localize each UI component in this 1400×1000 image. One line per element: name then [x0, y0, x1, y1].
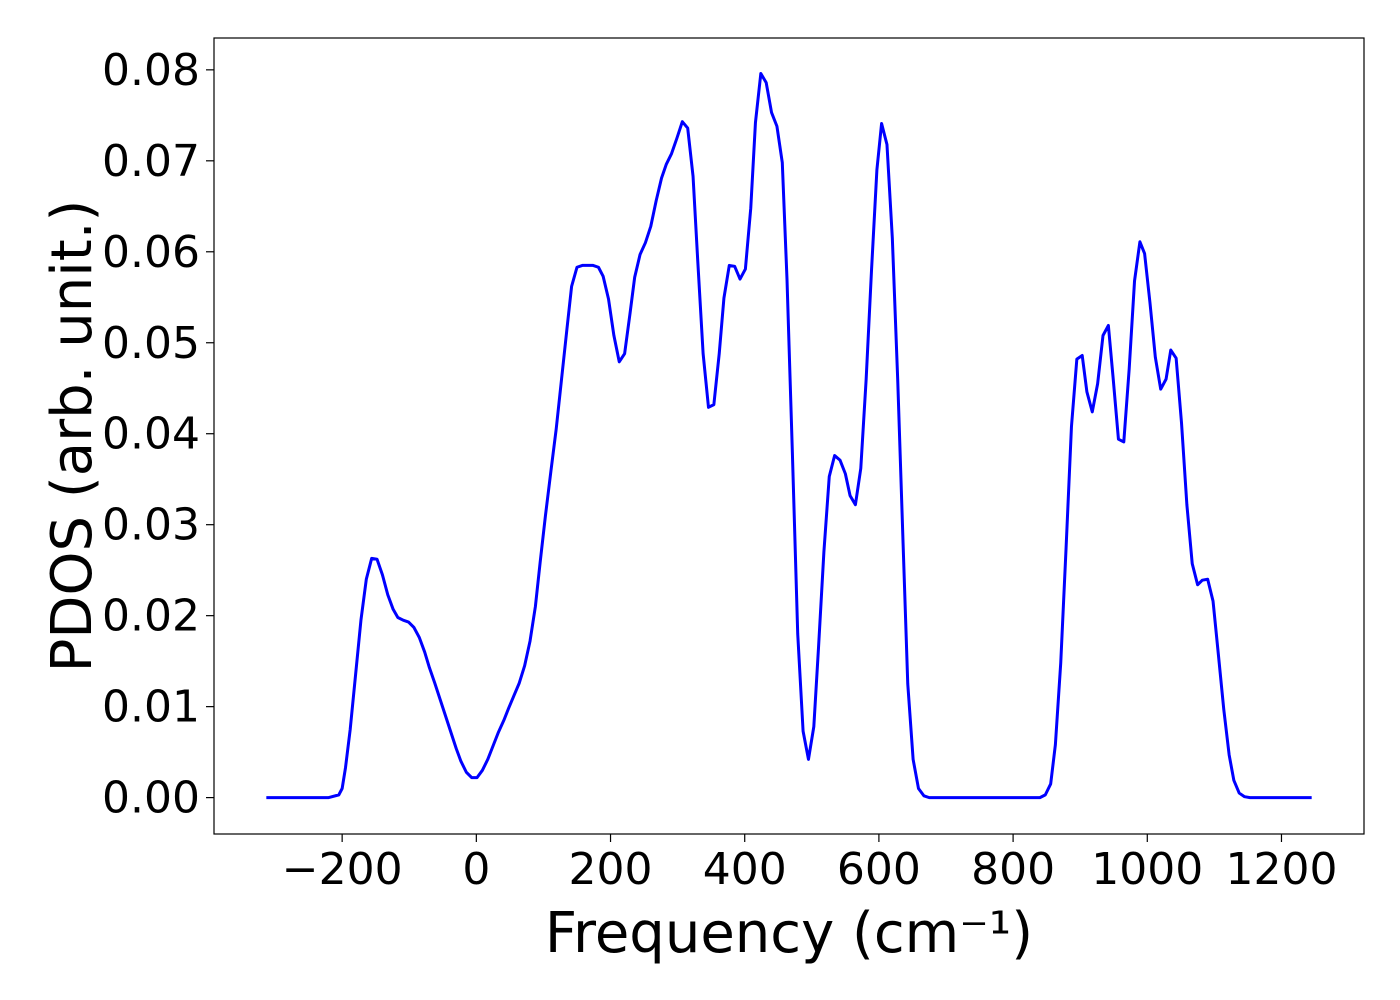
y-tick-label: 0.04	[102, 409, 200, 460]
y-tick-label: 0.02	[102, 591, 200, 642]
x-axis-label: Frequency (cm⁻¹)	[545, 901, 1033, 966]
x-tick-label: 1200	[1225, 844, 1337, 895]
y-tick-label: 0.05	[102, 318, 200, 369]
y-tick-label: 0.00	[102, 773, 200, 824]
x-tick-label: 800	[971, 844, 1055, 895]
y-tick-label: 0.03	[102, 500, 200, 551]
x-tick-label: −200	[282, 844, 403, 895]
y-tick-label: 0.01	[102, 682, 200, 733]
y-tick-label: 0.06	[102, 227, 200, 278]
x-tick-label: 200	[569, 844, 653, 895]
x-tick-label: 400	[703, 844, 787, 895]
data-line	[266, 71, 1312, 800]
x-tick-label: 1000	[1091, 844, 1203, 895]
x-tick-label: 0	[462, 844, 490, 895]
y-axis-label: PDOS (arb. unit.)	[40, 200, 105, 673]
y-tick-label: 0.08	[102, 45, 200, 96]
x-tick-label: 600	[837, 844, 921, 895]
y-tick-label: 0.07	[102, 136, 200, 187]
axes-frame	[213, 37, 1365, 835]
